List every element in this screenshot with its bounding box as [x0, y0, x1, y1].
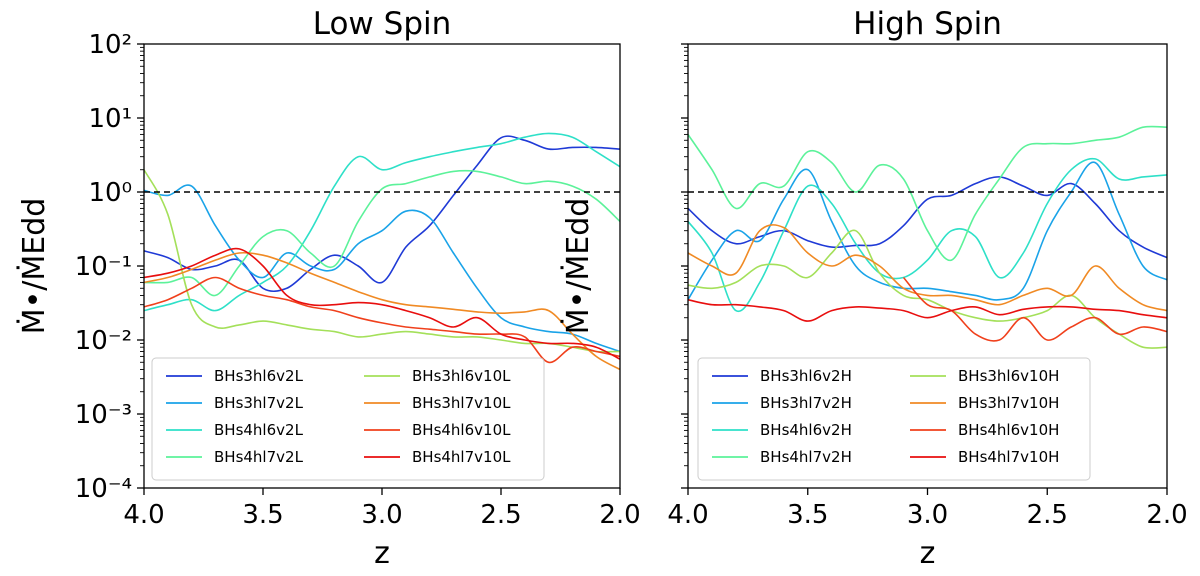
- series-line-BHs4hl7v2L: [144, 169, 620, 297]
- series-line-BHs4hl7v10H: [688, 298, 1167, 322]
- series-line-BHs4hl6v10H: [902, 276, 1167, 342]
- legend-label-BHs3hl6v10L: BHs3hl6v10L: [412, 367, 511, 385]
- legend-label-BHs3hl6v2H: BHs3hl6v2H: [760, 367, 852, 385]
- legend: BHs3hl6v2H BHs3hl7v2H BHs4hl6v2H BHs4hl7v2H…: [697, 357, 1091, 481]
- legend-label-BHs4hl6v10H: BHs4hl6v10H: [958, 421, 1059, 439]
- series-line-BHs3hl7v2L: [144, 184, 620, 353]
- series-line-BHs3hl6v2L: [144, 135, 620, 293]
- panel-high-spin: 4.0 3.5 3.0 2.5 2.0 High Spin z Ṁ•/ṀEdd BHs3hl6v…: [560, 6, 1188, 571]
- legend-box: [151, 357, 545, 481]
- series-line-BHs4hl7v10L: [144, 247, 620, 360]
- legend-label-BHs3hl6v2L: BHs3hl6v2L: [214, 367, 304, 385]
- y-axis-title: Ṁ•/ṀEdd: [16, 198, 52, 335]
- legend-label-BHs4hl7v2L: BHs4hl7v2L: [214, 448, 304, 466]
- legend-label-BHs4hl6v2H: BHs4hl6v2H: [760, 421, 852, 439]
- legend-label-BHs3hl7v10H: BHs3hl7v10H: [958, 394, 1059, 412]
- series-line-BHs3hl6v2H: [688, 176, 1167, 259]
- y-tick-label: 10⁻⁴: [75, 474, 132, 504]
- legend-label-BHs4hl6v2L: BHs4hl6v2L: [214, 421, 304, 439]
- x-tick-label: 3.0: [361, 500, 402, 530]
- y-tick-label: 10⁻¹: [75, 252, 132, 282]
- legend-label-BHs3hl7v10L: BHs3hl7v10L: [412, 394, 511, 412]
- x-tick-label: 3.5: [242, 500, 283, 530]
- legend-label-BHs4hl6v10L: BHs4hl6v10L: [412, 421, 511, 439]
- series-line-BHs3hl6v10H: [688, 229, 1167, 349]
- x-tick-label: 3.5: [787, 500, 828, 530]
- series-line-BHs4hl6v2L: [144, 132, 620, 312]
- legend: BHs3hl6v2L BHs3hl7v2L BHs4hl6v2L BHs4hl7v2L…: [151, 357, 545, 481]
- y-tick-label: 10⁻³: [75, 400, 132, 430]
- series-group: [144, 132, 620, 371]
- x-tick-label: 4.0: [667, 500, 708, 530]
- series-group: [688, 125, 1167, 349]
- x-axis-title: z: [920, 536, 936, 571]
- legend-label-BHs4hl7v10H: BHs4hl7v10H: [958, 448, 1059, 466]
- series-line-BHs3hl7v10H: [688, 224, 1167, 312]
- x-tick-label: 2.0: [599, 500, 640, 530]
- series-line-BHs4hl6v10L: [144, 276, 620, 364]
- series-line-BHs4hl6v2H: [688, 157, 1167, 313]
- y-tick-label: 10⁰: [88, 178, 132, 208]
- panel-title: Low Spin: [313, 6, 452, 42]
- legend-label-BHs4hl7v10L: BHs4hl7v10L: [412, 448, 511, 466]
- x-tick-label: 2.5: [480, 500, 521, 530]
- panel-title: High Spin: [853, 6, 1002, 42]
- y-tick-label: 10⁻²: [75, 326, 132, 356]
- y-tick-label: 10¹: [88, 104, 132, 134]
- legend-label-BHs4hl7v2H: BHs4hl7v2H: [760, 448, 852, 466]
- legend-label-BHs3hl7v2L: BHs3hl7v2L: [214, 394, 304, 412]
- x-tick-label: 4.0: [123, 500, 164, 530]
- legend-box: [697, 357, 1091, 481]
- legend-label-BHs3hl7v2H: BHs3hl7v2H: [760, 394, 852, 412]
- x-tick-label: 2.5: [1027, 500, 1068, 530]
- y-tick-label: 10²: [88, 30, 132, 60]
- y-axis-title: Ṁ•/ṀEdd: [560, 198, 596, 335]
- x-axis-title: z: [374, 536, 390, 571]
- series-line-BHs4hl7v2H: [688, 125, 1167, 261]
- series-line-BHs3hl7v10L: [144, 251, 620, 371]
- legend-label-BHs3hl6v10H: BHs3hl6v10H: [958, 367, 1059, 385]
- panel-low-spin: 10⁻⁴ 10⁻³ 10⁻² 10⁻¹ 10⁰ 10¹ 10² 4.0 3.5 3.0 2.5 2.0…: [16, 6, 641, 571]
- x-tick-label: 3.0: [907, 500, 948, 530]
- x-tick-label: 2.0: [1146, 500, 1187, 530]
- series-line-BHs3hl7v2H: [688, 161, 1167, 301]
